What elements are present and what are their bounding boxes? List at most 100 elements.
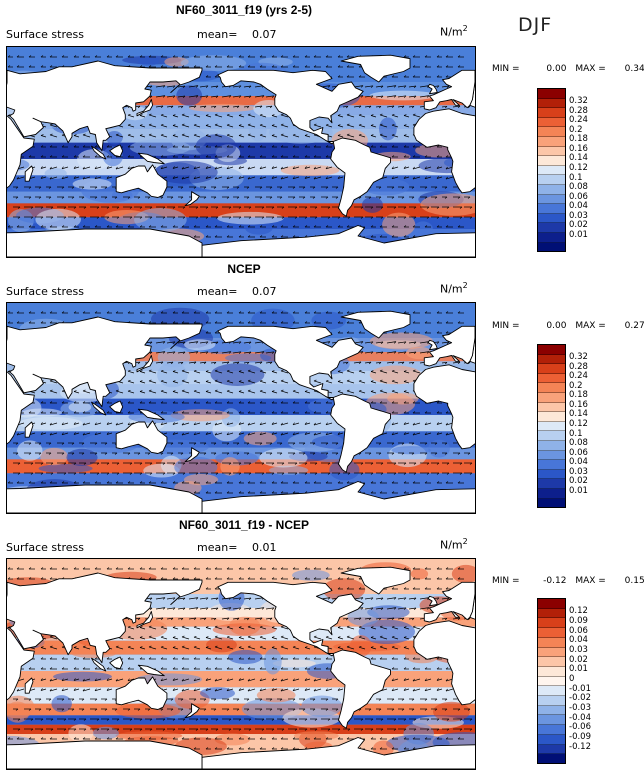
stress-arrow [353,105,362,108]
stress-arrowhead [181,401,185,404]
stress-arrowhead [40,65,44,68]
stress-arrowhead [139,225,143,228]
stress-arrowhead [129,462,133,465]
stress-arrowhead [181,432,184,436]
stress-arrow [391,626,399,630]
stress-arrowhead [380,472,384,475]
stress-arrow [412,176,421,180]
stress-arrowhead [193,635,197,638]
stress-arrowhead [346,389,350,392]
stress-arrow [238,381,245,384]
stress-arrow [166,607,176,610]
stress-arrowhead [205,657,209,660]
colorbar-swatch [538,204,565,214]
stress-arrowhead [269,196,273,199]
land-outline [7,371,35,445]
stress-arrowhead [205,646,209,648]
stress-arrowhead [213,106,217,109]
stress-arrowhead [446,341,450,345]
stress-arrow [188,607,199,610]
stress-arrow [292,134,300,138]
stress-arrowhead [49,155,53,158]
stress-arrow [94,688,102,692]
stress-arrow [436,422,443,425]
stress-arrowhead [424,311,428,314]
stress-arrowhead [40,411,44,414]
stress-arrowhead [181,481,185,484]
stress-arrowhead [391,401,395,404]
stress-arrow [243,597,252,600]
stress-arrowhead [248,597,252,601]
stress-arrowhead [436,75,440,78]
stress-arrowhead [149,85,153,89]
stress-arrow [172,381,179,384]
stress-arrow [232,105,240,108]
stress-arrowhead [246,106,250,109]
stress-arrow [214,422,223,426]
stress-arrowhead [259,411,263,414]
stress-arrowhead [380,216,384,219]
stress-arrow [155,617,164,620]
stress-arrowhead [49,225,53,228]
stress-arrowhead [401,186,405,189]
stress-arrowhead [412,225,416,228]
stress-arrow [226,678,234,682]
stress-arrowhead [280,688,283,692]
stress-arrowhead [205,114,209,116]
stress-arrow [325,422,333,426]
stress-arrowhead [214,379,218,382]
stress-arrowhead [94,678,97,682]
stress-arrow [364,361,372,364]
stress-arrow [193,390,201,394]
stress-arrowhead [391,369,395,372]
stress-arrowhead [313,145,317,148]
stress-arrow [265,95,275,98]
stress-arrow [232,351,242,354]
land-outline [115,420,168,454]
stress-arrowhead [370,597,374,600]
stress-arrowhead [238,114,242,116]
stress-arrowhead [358,379,362,382]
stress-arrowhead [181,657,185,660]
stress-arrowhead [238,607,242,610]
stress-arrowhead [129,216,133,219]
stress-arrowhead [403,166,406,169]
stress-arrowhead [226,452,230,455]
stress-arrowhead [325,379,329,382]
stress-arrow [397,361,405,364]
stress-arrowhead [424,331,428,334]
stress-arrow [232,341,242,344]
stress-arrowhead [346,331,350,334]
stress-arrowhead [426,462,430,465]
stress-arrowhead [213,452,217,455]
stress-arrowhead [61,311,65,314]
stress-arrowhead [193,176,196,180]
stress-arrowhead [271,401,275,404]
stress-arrowhead [40,155,44,158]
stress-arrowhead [160,55,164,58]
stress-arrowhead [271,134,275,136]
stress-arrowhead [247,389,251,392]
stress-arrow [127,636,135,640]
stress-arrowhead [259,389,263,392]
stress-arrowhead [327,462,331,465]
stress-arrowhead [313,166,316,170]
stress-arrowhead [261,206,265,209]
stress-patch [410,568,429,580]
stress-arrowhead [346,55,350,58]
stress-arrowhead [195,462,199,465]
stress-arrowhead [149,206,153,209]
stress-arrowhead [259,645,263,648]
colorbar-swatch [538,450,565,461]
stress-arrowhead [314,462,318,465]
stress-arrow [193,114,201,118]
stress-arrowhead [94,176,97,180]
stress-arrowhead [82,411,86,414]
stress-arrowhead [94,481,98,484]
stress-arrow [280,166,289,170]
stress-arrow [94,432,102,436]
stress-arrowhead [17,472,21,475]
stress-arrowhead [304,462,308,465]
stress-arrowhead [61,176,64,180]
stress-arrow [259,688,267,692]
